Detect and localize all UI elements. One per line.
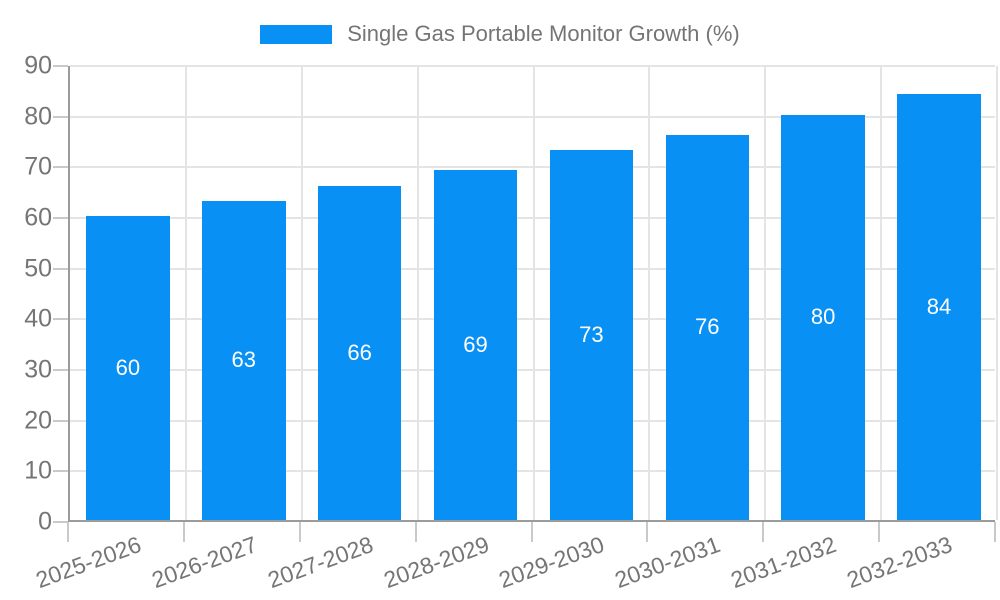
legend-swatch bbox=[260, 24, 333, 44]
v-gridline bbox=[416, 66, 419, 520]
y-axis-tick-mark bbox=[53, 115, 68, 118]
bar-value-label: 66 bbox=[347, 339, 372, 365]
v-gridline bbox=[764, 66, 767, 520]
bars: 60 63 66 69 73 76 80 84 bbox=[70, 66, 995, 520]
x-axis-tick-mark bbox=[646, 522, 649, 542]
y-axis-tick-label: 20 bbox=[24, 406, 52, 435]
x-axis-ticks bbox=[67, 522, 996, 542]
y-axis-tick-label: 90 bbox=[24, 51, 52, 80]
x-axis-tick-mark bbox=[762, 522, 765, 542]
y-axis-tick-label: 80 bbox=[24, 102, 52, 131]
bar-value-label: 60 bbox=[115, 355, 141, 380]
y-axis-tick-label: 70 bbox=[24, 152, 52, 181]
y-axis-tick-label: 40 bbox=[24, 304, 52, 333]
y-axis-tick-mark bbox=[53, 166, 68, 169]
x-axis-tick-mark bbox=[67, 522, 69, 542]
bar-value-label: 80 bbox=[810, 304, 836, 330]
y-axis-tick-mark bbox=[53, 369, 68, 371]
v-gridline bbox=[184, 66, 187, 520]
bar-value-label: 63 bbox=[231, 347, 257, 373]
legend-label: Single Gas Portable Monitor Growth (%) bbox=[347, 20, 740, 46]
bar-value-label: 73 bbox=[579, 322, 604, 348]
bar-2032-2033: 84 bbox=[897, 94, 981, 520]
y-axis-labels: 0 10 20 30 40 50 60 70 80 90 bbox=[0, 53, 52, 534]
bar-2031-2032: 80 bbox=[781, 114, 865, 520]
bar-value-label: 76 bbox=[695, 314, 720, 340]
bar-2028-2029: 69 bbox=[433, 170, 518, 520]
bar-value-label: 69 bbox=[463, 332, 488, 358]
x-axis-tick-mark bbox=[298, 522, 301, 542]
plot-area: 60 63 66 69 73 76 80 84 bbox=[68, 65, 998, 522]
bar-value-label: 84 bbox=[926, 294, 952, 320]
v-gridline bbox=[532, 66, 535, 520]
bar-2027-2028: 66 bbox=[317, 185, 402, 520]
y-axis-ticks bbox=[53, 65, 68, 523]
bar-2025-2026: 60 bbox=[86, 216, 170, 520]
y-axis-tick-label: 50 bbox=[24, 254, 52, 283]
y-axis-tick-mark bbox=[53, 470, 68, 473]
y-axis-tick-mark bbox=[53, 521, 68, 523]
x-axis-tick-mark bbox=[414, 522, 417, 542]
v-gridline bbox=[300, 66, 303, 520]
v-gridline bbox=[648, 66, 651, 520]
y-axis-tick-mark bbox=[53, 267, 68, 270]
bar-2029-2030: 73 bbox=[549, 150, 634, 520]
v-gridline bbox=[880, 66, 883, 520]
x-axis-tick-mark bbox=[878, 522, 881, 542]
bar-2026-2027: 63 bbox=[202, 200, 286, 520]
legend: Single Gas Portable Monitor Growth (%) bbox=[0, 20, 1000, 46]
y-axis-tick-label: 60 bbox=[24, 203, 52, 232]
x-axis-tick-mark bbox=[530, 522, 533, 542]
y-axis-tick-label: 30 bbox=[24, 355, 52, 384]
y-axis-tick-label: 10 bbox=[24, 456, 52, 485]
x-axis-tick-mark bbox=[994, 522, 996, 542]
bar-2030-2031: 76 bbox=[665, 134, 750, 520]
v-gridline bbox=[996, 66, 998, 520]
y-axis-tick-label: 0 bbox=[38, 507, 52, 536]
y-axis-tick-mark bbox=[53, 217, 68, 219]
y-axis-tick-mark bbox=[53, 65, 68, 67]
x-axis-tick-mark bbox=[182, 522, 185, 542]
gridlines bbox=[70, 65, 998, 520]
y-axis-tick-mark bbox=[53, 419, 68, 422]
y-axis-tick-mark bbox=[53, 318, 68, 321]
x-axis-labels: 2025-2026 2026-2027 2027-2028 2028-2029 2029… bbox=[32, 531, 995, 593]
